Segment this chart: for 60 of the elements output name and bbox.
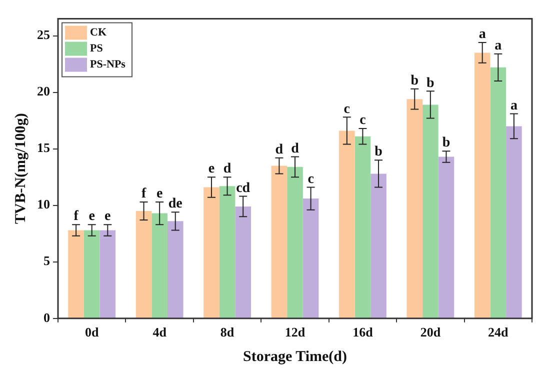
data-label: de [168, 196, 182, 212]
data-label: c [344, 102, 350, 117]
bar [68, 230, 84, 318]
bar [354, 136, 371, 318]
y-tick-label: 5 [44, 253, 50, 268]
bar [100, 230, 116, 318]
data-label: e [156, 186, 163, 202]
x-tick-label: 20d [420, 324, 442, 340]
data-label: f [74, 209, 79, 224]
data-label: b [374, 144, 383, 160]
data-label: a [494, 38, 502, 54]
y-tick-label: 15 [37, 140, 50, 156]
bar [235, 206, 251, 318]
data-label: cd [236, 180, 250, 196]
y-axis-title: TVB-N(mg/100g) [12, 113, 29, 224]
data-label: d [291, 141, 300, 156]
data-label: a [510, 98, 518, 114]
data-label: b [426, 76, 435, 91]
x-tick-label: 24d [488, 324, 510, 340]
x-tick-label: 0d [84, 324, 100, 340]
x-tick-label: 12d [284, 324, 306, 340]
bar [302, 198, 319, 318]
legend-label: CK [90, 26, 107, 39]
data-label: b [442, 136, 450, 151]
y-tick-label: 20 [37, 84, 50, 99]
data-label: d [223, 162, 232, 177]
x-tick-label: 8d [220, 324, 235, 340]
bar [506, 126, 522, 318]
data-label: a [478, 27, 486, 42]
bar [287, 166, 303, 318]
data-label: b [410, 74, 419, 89]
bar [339, 130, 355, 318]
bar [474, 52, 490, 318]
bar [167, 221, 184, 318]
x-tick-label: 16d [352, 324, 374, 340]
bar [406, 99, 423, 318]
legend-label: PS [90, 42, 103, 55]
bar [370, 174, 386, 318]
x-tick-label: 4d [152, 324, 168, 340]
y-tick-label: 25 [37, 27, 50, 42]
data-label: d [275, 142, 284, 158]
data-label: f [141, 186, 146, 202]
y-tick-label: 10 [37, 196, 50, 212]
data-label: e [208, 162, 215, 177]
data-label: e [88, 209, 95, 224]
data-label: e [104, 209, 111, 224]
bar [490, 67, 506, 318]
bar [219, 186, 236, 318]
x-axis-title: Storage Time(d) [242, 348, 348, 365]
bar [204, 187, 220, 318]
data-label: c [360, 113, 366, 128]
bar [136, 210, 152, 318]
bar [84, 230, 100, 318]
y-tick-label: 0 [44, 310, 50, 325]
bar [271, 166, 288, 318]
bar [422, 104, 438, 318]
legend-label: PS-NPs [90, 58, 126, 71]
bar [438, 156, 454, 318]
data-label: c [308, 172, 314, 187]
bar [152, 213, 168, 318]
